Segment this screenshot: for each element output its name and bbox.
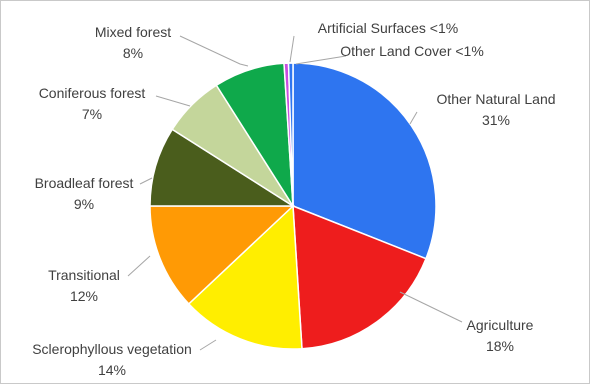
value-label-other-natural-land: 31% — [482, 112, 510, 128]
pie-slice-transitional — [149, 205, 295, 305]
value-label-agriculture: 18% — [486, 338, 514, 354]
leader-line-other-land-cover — [295, 55, 347, 65]
leader-line-broadleaf-forest — [139, 177, 153, 185]
value-label-broadleaf-forest: 9% — [74, 196, 94, 212]
value-label-transitional: 12% — [70, 288, 98, 304]
leader-line-agriculture — [399, 291, 463, 323]
leader-line-coniferous-forest — [155, 95, 191, 107]
value-label-mixed-forest: 8% — [123, 45, 143, 61]
pie-labels: Other Natural Land 31% Agriculture 18% Scler… — [32, 20, 555, 378]
category-label-sclerophyllous-vegetation: Sclerophyllous vegetation — [32, 341, 192, 357]
leader-line-artificial-surfaces — [289, 35, 295, 63]
data-label-artificial-surfaces: Artificial Surfaces <1% — [318, 20, 458, 36]
value-label-coniferous-forest: 7% — [82, 106, 102, 122]
category-label-transitional: Transitional — [48, 267, 120, 283]
category-label-mixed-forest: Mixed forest — [95, 24, 171, 40]
leader-line-sclerophyllous-vegetation — [199, 339, 217, 351]
leader-line-transitional — [127, 255, 151, 277]
leader-line-other-natural-land — [409, 111, 418, 125]
category-label-other-natural-land: Other Natural Land — [436, 91, 555, 107]
pie-slice-other-land-cover — [287, 62, 294, 207]
value-label-sclerophyllous-vegetation: 14% — [98, 362, 126, 378]
pie-slice-sclerophyllous-vegetation — [187, 204, 303, 350]
category-label-broadleaf-forest: Broadleaf forest — [35, 175, 134, 191]
pie-slices — [149, 62, 437, 350]
category-label-coniferous-forest: Coniferous forest — [39, 85, 146, 101]
data-label-other-land-cover: Other Land Cover <1% — [340, 43, 484, 59]
category-label-agriculture: Agriculture — [467, 317, 534, 333]
pie-slice-broadleaf-forest — [149, 128, 296, 207]
leader-line-mixed-forest — [179, 35, 249, 67]
leader-lines — [127, 35, 463, 351]
pie-slice-agriculture — [292, 204, 427, 350]
pie-slice-other-natural-land — [292, 62, 437, 260]
